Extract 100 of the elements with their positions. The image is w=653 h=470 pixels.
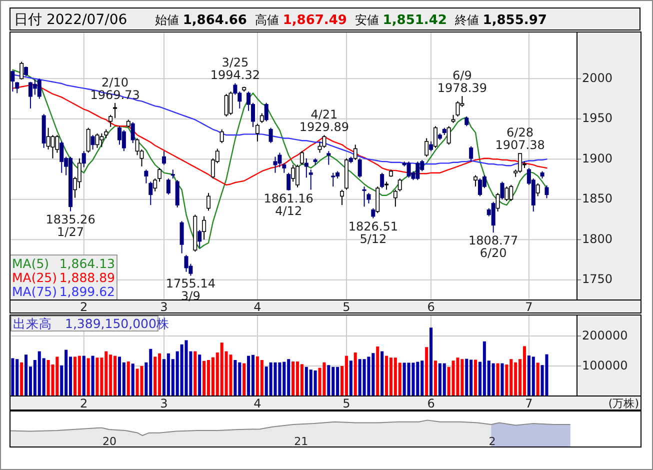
x-tick-label: 21 (294, 435, 308, 448)
y-axis-title: (万株) (608, 397, 639, 410)
candlestick (37, 78, 42, 100)
candlestick (144, 169, 148, 184)
candlestick (362, 186, 366, 208)
annotation: 1835.26 1/27 (46, 212, 96, 239)
candlestick (220, 128, 224, 144)
bar (327, 365, 330, 396)
bar (198, 354, 202, 396)
candlestick (464, 116, 469, 127)
text: 終値 1,855.97 (454, 13, 547, 28)
candlestick (166, 178, 170, 196)
bar (536, 362, 540, 396)
candlestick (429, 140, 434, 152)
annotation: 3/25 1994.32 (210, 56, 260, 82)
candlestick (228, 91, 233, 116)
candlestick (180, 220, 184, 254)
text: 安値 1,851.42 (354, 13, 447, 28)
bar (20, 362, 24, 396)
bar (126, 362, 130, 396)
bar (292, 362, 295, 396)
text: MA(5) 1,864.13 (12, 256, 115, 271)
candlestick (162, 150, 166, 166)
bar (492, 363, 495, 396)
bar (354, 352, 357, 396)
candlestick (60, 140, 64, 174)
candlestick (380, 172, 384, 189)
x-tick-label: 7 (525, 396, 533, 410)
candlestick (148, 181, 153, 206)
candlestick (86, 127, 90, 154)
bar (496, 363, 500, 396)
bar (442, 363, 446, 396)
bar (206, 360, 210, 396)
candlestick (500, 181, 504, 200)
bar (344, 356, 348, 396)
bar (242, 363, 246, 396)
x-tick-label: 4 (254, 396, 262, 410)
candlestick (371, 208, 376, 219)
x-tick-label: 3 (160, 396, 168, 410)
candlestick (264, 102, 268, 122)
candlestick (536, 182, 540, 197)
bar (500, 363, 504, 396)
annotation: 6/28 1907.38 (495, 126, 545, 152)
bar (234, 360, 237, 396)
bar (11, 358, 14, 396)
candlestick (198, 229, 202, 248)
x-tick-label: 6 (427, 396, 435, 410)
candlestick (82, 150, 86, 168)
candlestick (175, 180, 180, 208)
bar (24, 354, 28, 396)
text: MA(75) 1,899.62 (12, 284, 115, 299)
bar (82, 356, 86, 396)
bar (522, 346, 526, 396)
bar (296, 362, 300, 396)
bar (78, 356, 81, 396)
y-tick-label: 2000 (582, 70, 613, 85)
annotation: 4/21 1929.89 (299, 108, 350, 134)
candlestick (331, 172, 336, 188)
bar (545, 354, 548, 396)
candlestick (469, 146, 474, 162)
bar (131, 364, 134, 396)
bar (86, 358, 90, 396)
text: 高値 1,867.49 (254, 13, 347, 28)
bar (184, 340, 188, 396)
bar (452, 360, 455, 396)
candlestick (496, 192, 500, 212)
x-tick-label: 4 (254, 300, 262, 314)
y-tick-label: 100000 (582, 358, 628, 372)
candlestick (10, 70, 15, 92)
annotation: 1826.51 5/12 (348, 219, 398, 246)
candlestick (491, 201, 496, 234)
y-tick-label: 1750 (582, 272, 613, 286)
candlestick (15, 81, 20, 94)
candlestick (308, 169, 313, 190)
candlestick (108, 114, 113, 128)
candlestick (376, 186, 380, 214)
bar (407, 362, 410, 396)
text: 始値 1,864.66 (155, 13, 247, 28)
candlestick (255, 123, 260, 142)
candlestick (153, 178, 158, 192)
candlestick (206, 192, 210, 212)
bar (194, 351, 197, 396)
candlestick (113, 102, 118, 119)
bar (456, 358, 460, 396)
bar (229, 354, 232, 396)
x-tick-label: 2 (80, 300, 88, 314)
candlestick (95, 132, 100, 148)
bar (367, 356, 370, 396)
candlestick (358, 158, 362, 178)
candlestick (46, 127, 50, 150)
x-tick-label: 2 (80, 396, 88, 410)
annotation: 1808.77 6/20 (468, 234, 518, 260)
candlestick (406, 161, 411, 178)
x-tick-label: 6 (427, 300, 435, 314)
candlestick (273, 156, 278, 174)
x-tick-label: 5 (342, 396, 350, 410)
bar (247, 356, 250, 396)
bar (140, 366, 144, 396)
chart-title: 出来高 1,389,150,000株 (13, 316, 170, 331)
candlestick (202, 216, 206, 240)
